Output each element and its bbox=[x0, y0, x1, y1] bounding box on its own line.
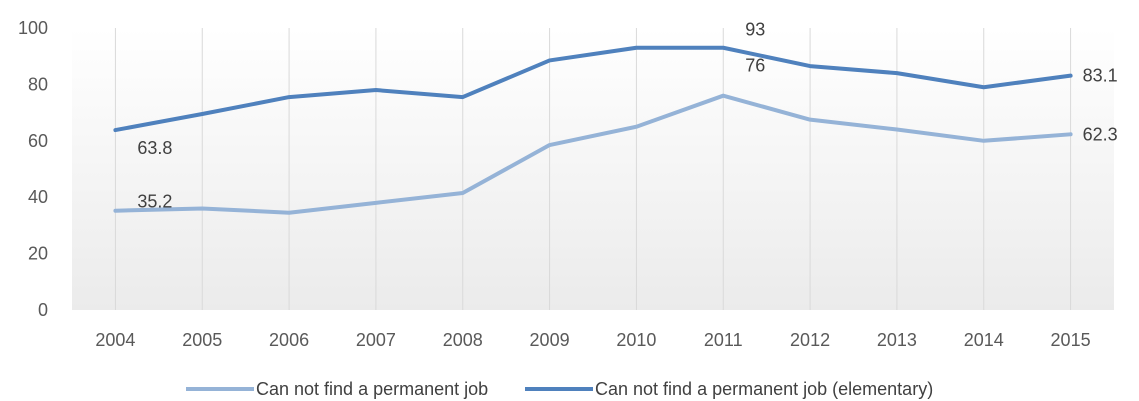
y-tick-label: 60 bbox=[28, 131, 48, 151]
x-tick-label: 2007 bbox=[356, 330, 396, 350]
y-tick-label: 40 bbox=[28, 187, 48, 207]
legend-label-1: Can not find a permanent job bbox=[256, 379, 488, 399]
data-label: 76 bbox=[745, 56, 765, 76]
x-tick-label: 2011 bbox=[704, 330, 743, 350]
x-tick-label: 2013 bbox=[877, 330, 917, 350]
x-tick-label: 2012 bbox=[790, 330, 830, 350]
y-tick-label: 20 bbox=[28, 244, 48, 264]
x-tick-label: 2008 bbox=[443, 330, 483, 350]
series-layer bbox=[113, 45, 1073, 215]
data-label: 83.1 bbox=[1083, 66, 1118, 86]
x-tick-label: 2010 bbox=[616, 330, 656, 350]
series-line-1 bbox=[113, 93, 1073, 215]
x-tick-label: 2015 bbox=[1051, 330, 1091, 350]
x-tick-label: 2004 bbox=[95, 330, 135, 350]
data-labels: 35.2 76 62.3 63.8 93 83.1 bbox=[137, 20, 1117, 212]
y-axis: 0 20 40 60 80 100 bbox=[18, 18, 48, 320]
data-label: 62.3 bbox=[1083, 124, 1118, 144]
legend: Can not find a permanent job Can not find… bbox=[186, 379, 933, 399]
x-tick-label: 2006 bbox=[269, 330, 309, 350]
data-label: 35.2 bbox=[137, 192, 172, 212]
y-tick-label: 100 bbox=[18, 18, 48, 38]
series-line-2 bbox=[113, 45, 1073, 133]
x-tick-label: 2009 bbox=[530, 330, 570, 350]
data-label: 63.8 bbox=[137, 138, 172, 158]
x-axis: 2004 2005 2006 2007 2008 2009 2010 2011 2012 2013… bbox=[95, 330, 1090, 350]
y-tick-label: 80 bbox=[28, 74, 48, 94]
x-tick-label: 2014 bbox=[964, 330, 1004, 350]
plot-area bbox=[72, 28, 1114, 310]
x-tick-label: 2005 bbox=[182, 330, 222, 350]
legend-label-2: Can not find a permanent job (elementary… bbox=[595, 379, 933, 399]
y-tick-label: 0 bbox=[38, 300, 48, 320]
data-label: 93 bbox=[745, 20, 765, 40]
